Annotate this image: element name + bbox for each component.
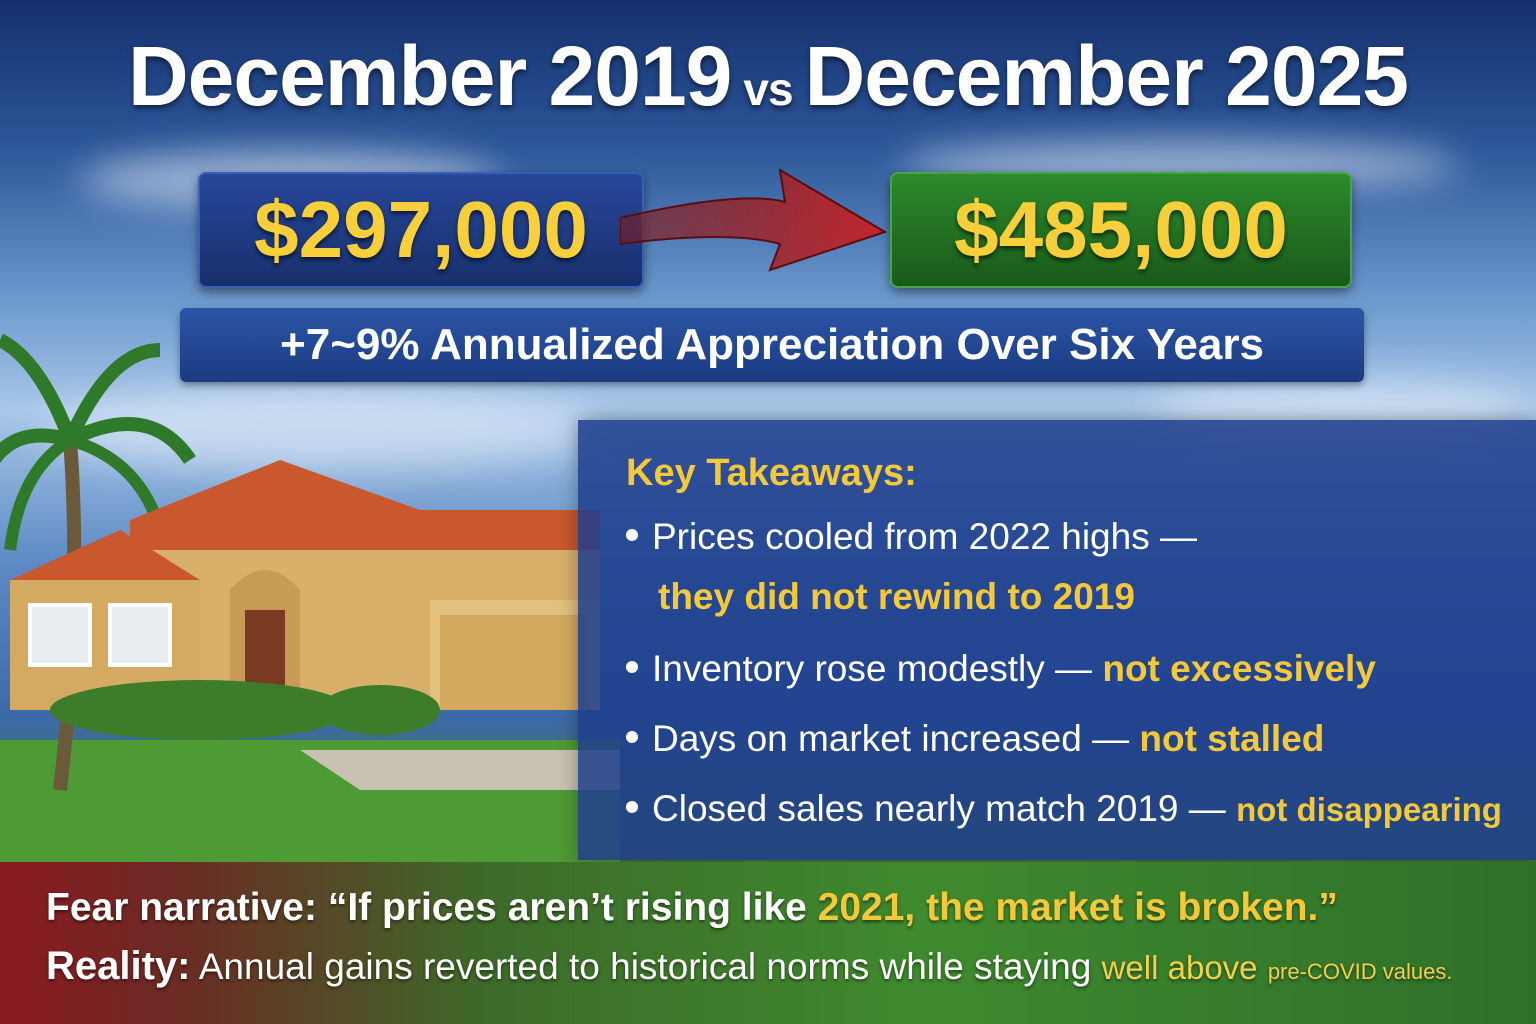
bullet-dot-icon — [626, 731, 638, 744]
appreciation-banner: +7~9% Annualized Appreciation Over Six Y… — [180, 308, 1364, 382]
arrow-right-icon — [620, 168, 888, 272]
takeaway-highlight-text: not excessively — [1102, 648, 1376, 689]
price-after: $485,000 — [954, 185, 1288, 274]
takeaway-text: Prices cooled from 2022 highs — — [652, 516, 1197, 557]
price-before: $297,000 — [254, 185, 588, 274]
bullet-dot-icon — [626, 529, 638, 542]
title-vs: vs — [743, 63, 793, 115]
bottom-banner — [0, 862, 1536, 1024]
page-title: December 2019 vs December 2025 — [0, 28, 1536, 125]
reality-statement: Reality: Annual gains reverted to histor… — [46, 944, 1452, 989]
reality-emphasis-small: pre-COVID values. — [1267, 959, 1453, 984]
key-takeaways-heading: Key Takeaways: — [626, 452, 917, 494]
takeaway-item: Days on market increased — not stalled — [626, 718, 1324, 760]
bullet-dot-icon — [626, 661, 638, 674]
reality-text: Annual gains reverted to historical norm… — [198, 946, 1092, 987]
price-after-box: $485,000 — [890, 172, 1352, 288]
takeaway-text: Inventory rose modestly — — [652, 648, 1093, 689]
takeaway-item: Closed sales nearly match 2019 — not dis… — [626, 788, 1502, 830]
takeaway-item: Inventory rose modestly — not excessivel… — [626, 648, 1376, 690]
bullet-dot-icon — [626, 801, 638, 814]
takeaway-highlight-text: not stalled — [1139, 718, 1325, 759]
title-right: December 2025 — [804, 29, 1409, 123]
appreciation-text: +7~9% Annualized Appreciation Over Six Y… — [280, 320, 1264, 369]
reality-emphasis: well above — [1101, 949, 1258, 986]
fear-quote-start: “If prices aren’t rising like — [327, 886, 818, 929]
takeaway-highlight: they did not rewind to 2019 — [658, 576, 1135, 618]
takeaway-text: Days on market increased — — [652, 718, 1130, 759]
key-takeaways-panel: Key Takeaways: Prices cooled from 2022 h… — [578, 420, 1536, 860]
fear-quote-year: 2021, the market is broken.” — [817, 886, 1338, 929]
house-illustration — [0, 333, 620, 880]
takeaway-item: Prices cooled from 2022 highs — — [626, 516, 1197, 558]
reality-label: Reality: — [46, 944, 191, 988]
price-before-box: $297,000 — [198, 172, 644, 288]
takeaway-highlight-text: not disappearing — [1236, 791, 1502, 828]
title-left: December 2019 — [127, 29, 732, 123]
takeaway-text: Closed sales nearly match 2019 — — [652, 788, 1226, 829]
fear-narrative: Fear narrative: “If prices aren’t rising… — [46, 886, 1338, 930]
fear-label: Fear narrative: — [46, 886, 317, 929]
takeaway-highlight-text: they did not rewind to 2019 — [658, 576, 1135, 617]
